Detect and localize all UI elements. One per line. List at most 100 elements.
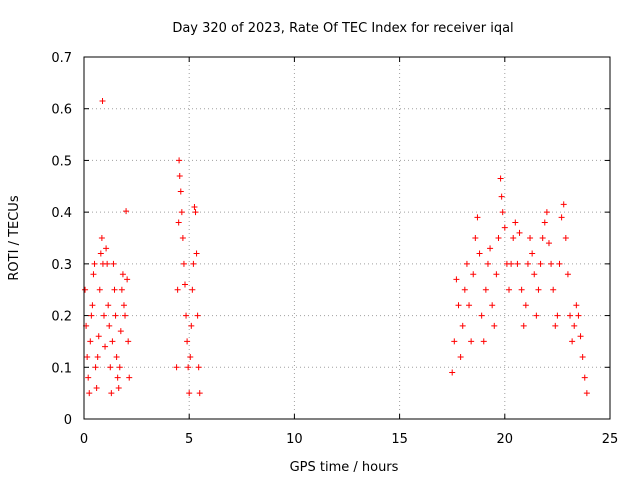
data-point: [113, 353, 120, 360]
data-point: [552, 322, 559, 329]
data-point: [124, 276, 131, 283]
x-tick-label: 15: [391, 432, 408, 447]
data-point: [117, 328, 124, 335]
data-point: [110, 260, 117, 267]
y-tick-label: 0.4: [51, 206, 72, 221]
data-point: [495, 235, 502, 241]
data-point: [111, 286, 118, 293]
data-point: [491, 322, 498, 329]
data-point: [499, 209, 506, 216]
data-point: [581, 374, 588, 381]
data-point: [88, 312, 95, 319]
x-tick-label: 0: [80, 432, 88, 447]
data-point: [569, 338, 576, 345]
data-point: [180, 260, 187, 267]
data-point: [185, 364, 192, 371]
data-point: [449, 369, 456, 376]
data-point: [97, 250, 104, 257]
y-axis-label: ROTI / TECUs: [7, 195, 22, 280]
data-point: [564, 271, 571, 278]
data-point: [531, 271, 538, 278]
data-point: [115, 384, 122, 391]
data-point: [118, 286, 125, 293]
data-point: [119, 271, 126, 278]
data-point: [516, 229, 523, 236]
data-point: [184, 338, 191, 345]
data-point: [512, 219, 519, 226]
data-point: [96, 286, 103, 293]
data-point: [480, 338, 487, 345]
data-point: [176, 172, 183, 179]
data-point: [92, 364, 99, 371]
data-points: [82, 97, 590, 397]
data-point: [524, 260, 531, 267]
data-point: [463, 260, 470, 267]
data-point: [518, 286, 525, 293]
data-point: [466, 302, 473, 309]
data-point: [116, 364, 123, 371]
data-point: [455, 302, 462, 309]
data-point: [506, 286, 513, 293]
data-point: [545, 240, 552, 247]
data-point: [575, 312, 582, 319]
data-point: [550, 286, 557, 293]
data-point: [562, 235, 569, 241]
data-point: [554, 312, 561, 319]
data-point: [114, 374, 121, 381]
data-point: [123, 208, 130, 215]
data-point: [498, 193, 505, 200]
y-tick-label: 0.5: [51, 154, 72, 169]
data-point: [188, 322, 195, 329]
data-point: [501, 224, 508, 231]
grid-lines: [84, 57, 610, 419]
data-point: [112, 312, 119, 319]
data-point: [459, 322, 466, 329]
data-point: [183, 312, 190, 319]
y-tick-label: 0.2: [51, 310, 72, 325]
data-point: [193, 250, 200, 257]
data-point: [548, 260, 555, 267]
data-point: [190, 260, 197, 267]
data-point: [520, 322, 527, 329]
data-point: [178, 209, 185, 216]
data-point: [89, 302, 96, 309]
data-point: [120, 302, 127, 309]
data-point: [522, 302, 529, 309]
data-point: [103, 245, 110, 252]
data-point: [493, 271, 500, 278]
data-point: [474, 214, 481, 221]
data-point: [541, 219, 548, 226]
data-point: [84, 353, 91, 360]
data-point: [543, 209, 550, 216]
chart-title: Day 320 of 2023, Rate Of TEC Index for r…: [172, 21, 513, 36]
data-point: [100, 312, 107, 319]
data-point: [489, 302, 496, 309]
data-point: [537, 260, 544, 267]
data-point: [470, 271, 477, 278]
data-point: [535, 286, 542, 293]
data-point: [104, 260, 111, 267]
data-point: [468, 338, 475, 345]
data-point: [533, 312, 540, 319]
data-point: [91, 260, 98, 267]
y-tick-label: 0.3: [51, 258, 72, 273]
y-tick-label: 0.7: [51, 51, 72, 66]
data-point: [461, 286, 468, 293]
y-tick-label: 0.1: [51, 361, 72, 376]
data-point: [93, 384, 100, 391]
data-point: [484, 260, 491, 267]
data-point: [476, 250, 483, 257]
data-point: [195, 364, 202, 371]
axis-ticks: 0 0.1 0.2 0.3 0.4 0.5 0.6 0.7 0 5 10 15 20 25: [51, 51, 618, 447]
data-point: [106, 322, 113, 329]
data-point: [173, 364, 180, 371]
data-point: [478, 312, 485, 319]
data-point: [192, 209, 199, 216]
x-tick-label: 25: [602, 432, 619, 447]
data-point: [539, 235, 546, 241]
data-point: [560, 201, 567, 208]
data-point: [94, 353, 101, 360]
x-tick-label: 5: [185, 432, 193, 447]
data-point: [109, 338, 116, 345]
